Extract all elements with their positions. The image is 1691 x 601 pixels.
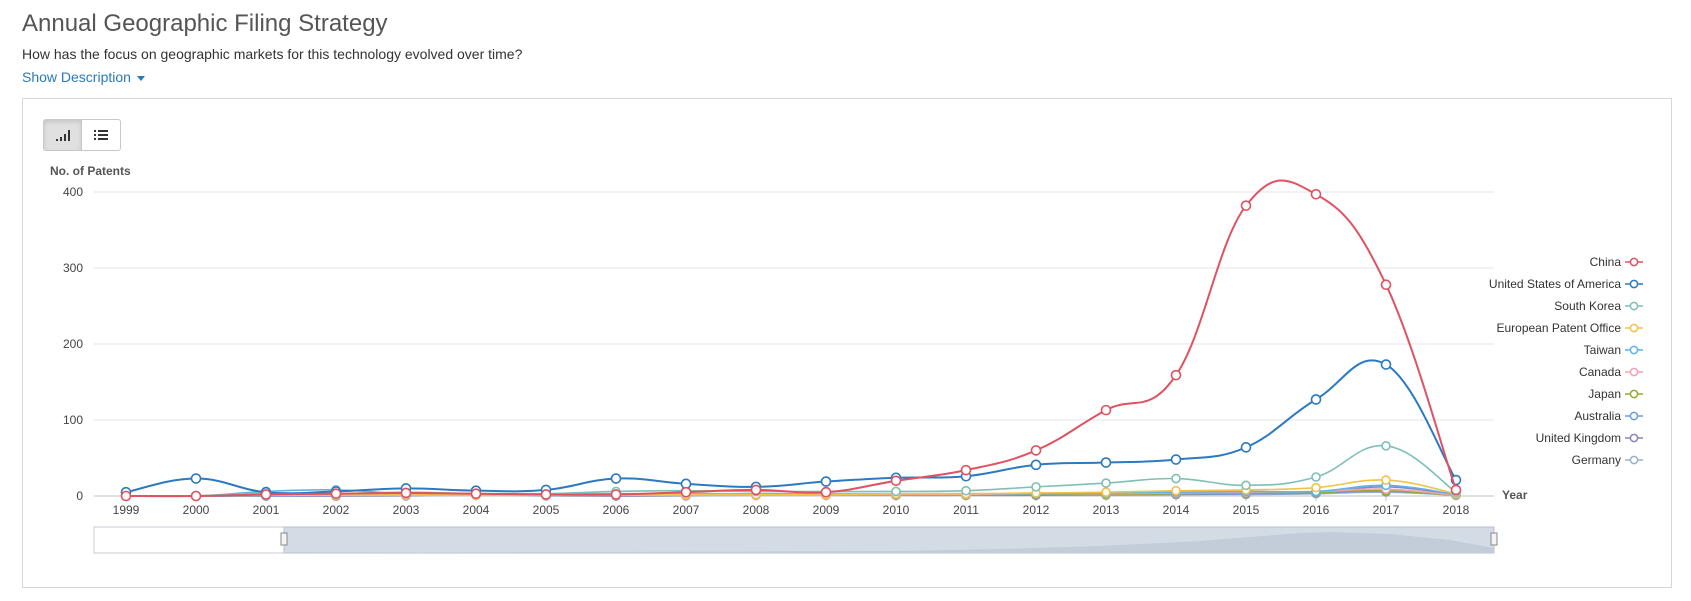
- chart-view-button[interactable]: [43, 119, 82, 151]
- page-subtitle: How has the focus on geographic markets …: [22, 46, 522, 62]
- show-description-label: Show Description: [22, 69, 131, 85]
- page-title: Annual Geographic Filing Strategy: [22, 10, 388, 38]
- chart-panel: [22, 98, 1672, 588]
- table-view-button[interactable]: [82, 119, 121, 151]
- show-description-toggle[interactable]: Show Description: [22, 69, 145, 85]
- caret-down-icon: [137, 76, 145, 81]
- list-icon: [93, 129, 109, 141]
- view-toggle-group: [43, 119, 121, 151]
- bar-chart-icon: [55, 129, 71, 141]
